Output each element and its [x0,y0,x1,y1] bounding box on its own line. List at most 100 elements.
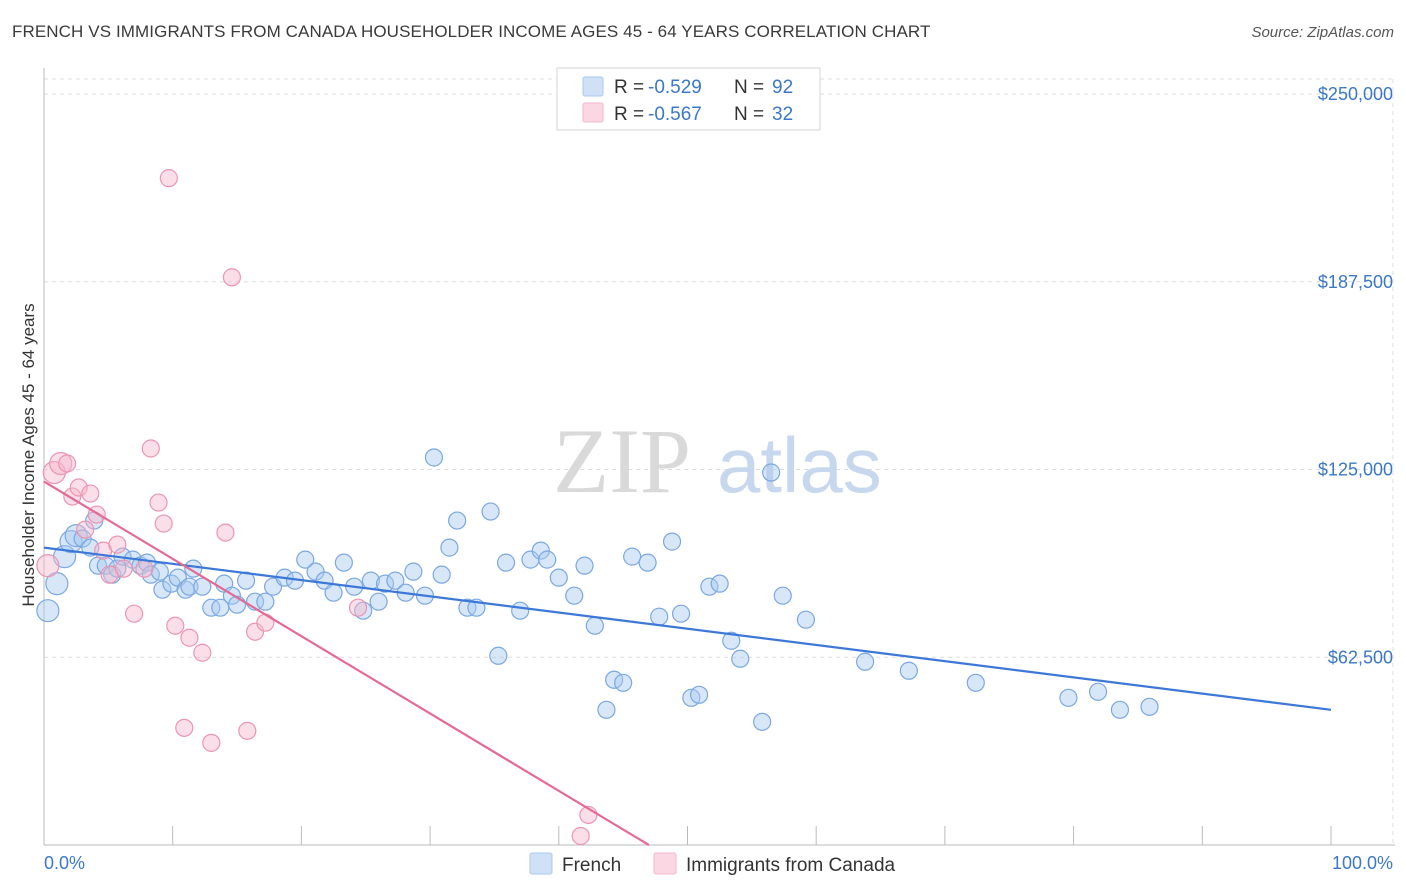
data-point-french [36,599,60,623]
trend-lines [43,480,1332,846]
data-point-canada [222,268,242,287]
data-point-canada [180,628,199,647]
data-point-french [1059,688,1078,707]
data-point-french [796,610,816,629]
data-point-french [650,607,669,626]
legend-n-value: 92 [772,77,793,98]
legend-label-canada: Immigrants from Canada [686,855,896,876]
series-immigrants-from-canada [36,169,598,846]
data-point-canada [238,721,257,740]
data-point-canada [256,613,275,632]
data-point-french [538,550,557,569]
data-point-canada [159,169,178,188]
y-tick-label: $125,000 [1318,460,1393,480]
data-point-french [324,583,343,602]
data-point-canada [58,454,77,473]
watermark-atlas: atlas [717,421,882,509]
data-point-canada [149,493,168,512]
data-point-canada [114,559,133,578]
data-point-french [369,592,388,611]
legend-swatch-canada [582,102,604,123]
data-point-french [549,568,568,587]
data-point-french [193,577,212,596]
data-point-canada [175,718,194,737]
data-point-french [753,712,772,731]
data-point-canada [108,535,127,554]
data-point-canada [193,643,212,662]
data-point-french [334,553,353,572]
data-point-french [773,586,792,605]
data-point-french [638,553,657,572]
data-point-french [153,580,172,599]
data-point-canada [76,520,95,539]
data-point-french [597,700,616,719]
y-tick-label: $187,500 [1318,272,1393,292]
legend-swatch-french [582,76,604,97]
y-tick-label: $62,500 [1328,647,1393,667]
x-tick-label: 0.0% [44,853,85,873]
data-point-french [856,652,875,671]
watermark-zip: ZIP [553,410,691,512]
data-point-french [511,601,530,620]
legend-n-label: N = [734,104,764,125]
data-point-french [899,661,918,680]
data-point-french [481,502,500,521]
data-point-french [256,592,275,611]
data-point-french [762,463,781,482]
legend-r-label: R = [614,104,644,125]
axis-labels: $62,500 $125,000 $187,500 $250,000 0.0% 100.0… [19,84,1393,873]
legend-n-value: 32 [772,104,793,125]
series-french [36,448,1159,731]
data-point-canada [141,439,160,458]
legend-top: R = -0.529 N = 92 R = -0.567 N = 32 [556,67,821,131]
legend-swatch-canada [653,852,677,875]
data-point-french [689,685,709,704]
trend-line-canada [43,480,650,846]
data-point-french [424,448,444,467]
data-point-french [575,556,594,575]
axes [43,68,1395,846]
data-point-french [489,646,508,665]
y-axis-label: Householder Income Ages 45 - 64 years [19,303,38,606]
y-tick-label: $250,000 [1318,84,1393,104]
data-point-french [565,586,584,605]
legend-n-label: N = [734,77,764,98]
legend-bottom: French Immigrants from Canada [529,852,896,876]
watermark: ZIP atlas [553,410,882,512]
source-label: Source: ZipAtlas.com [1251,24,1394,41]
data-point-french [1110,700,1130,719]
data-point-canada [69,478,88,497]
data-point-french [1088,682,1108,701]
data-point-canada [202,733,221,752]
data-point-french [966,673,985,692]
data-point-canada [135,559,154,578]
legend-r-value: -0.529 [648,77,702,98]
data-point-french [180,577,199,596]
data-point-canada [348,598,368,617]
data-point-french [440,538,459,557]
data-point-french [531,541,550,560]
data-point-french [386,571,405,590]
data-point-french [296,550,315,569]
data-point-canada [36,554,60,578]
chart-title: FRENCH VS IMMIGRANTS FROM CANADA HOUSEHO… [12,22,931,41]
legend-swatch-french [529,852,553,875]
data-point-french [404,562,423,581]
data-point-french [614,673,633,692]
data-point-french [731,649,750,668]
data-point-canada [81,484,100,503]
x-tick-label: 100.0% [1332,853,1393,873]
data-point-french [623,547,642,566]
data-point-french [1140,697,1159,716]
legend-r-value: -0.567 [648,104,702,125]
data-point-french [496,553,516,572]
data-point-french [671,604,691,623]
data-point-french [315,571,334,590]
data-point-french [722,631,741,650]
data-point-french [96,556,115,575]
data-point-canada [245,622,265,641]
data-point-french [710,574,729,593]
legend-label-french: French [562,855,621,876]
data-point-canada [124,604,144,623]
